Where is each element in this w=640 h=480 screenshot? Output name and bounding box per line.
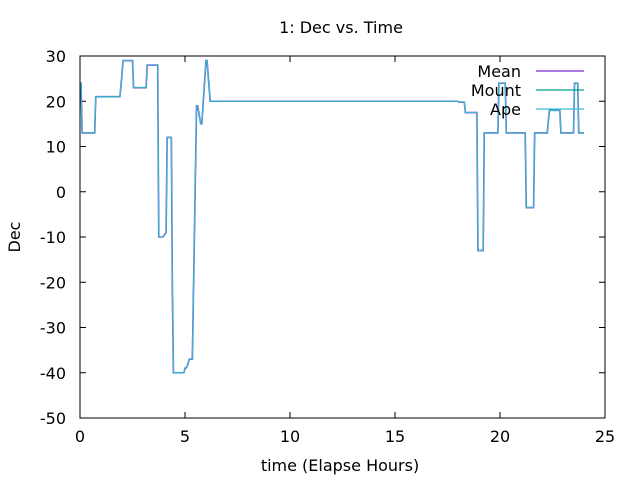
y-tick-label: -50 — [40, 409, 66, 428]
y-tick-label: 0 — [56, 183, 66, 202]
y-tick-label: -20 — [40, 273, 66, 292]
x-tick-label: 5 — [180, 427, 190, 446]
x-tick-label: 20 — [490, 427, 510, 446]
y-tick-label: -30 — [40, 319, 66, 338]
plot-frame — [79, 55, 606, 419]
y-tick-label: 10 — [46, 138, 66, 157]
x-tick-label: 10 — [280, 427, 300, 446]
y-axis-label: Dec — [5, 222, 24, 253]
x-axis-label: time (Elapse Hours) — [261, 456, 419, 475]
chart-title: 1: Dec vs. Time — [279, 18, 403, 37]
legend-label-mean: Mean — [477, 62, 521, 81]
y-tick-label: 30 — [46, 47, 66, 66]
legend-label-ape: Ape — [490, 100, 521, 119]
x-tick-label: 15 — [385, 427, 405, 446]
y-tick-label: 20 — [46, 92, 66, 111]
y-tick-label: -10 — [40, 228, 66, 247]
series-lines — [80, 59, 584, 374]
axis-ticks: 0 5 10 15 20 25 -50 -40 -30 -20 -10 0 10 20 30 — [40, 47, 615, 446]
x-tick-label: 25 — [595, 427, 615, 446]
legend-label-mount: Mount — [471, 81, 521, 100]
x-tick-label: 0 — [75, 427, 85, 446]
series-line-ape — [80, 60, 584, 374]
y-tick-label: -40 — [40, 364, 66, 383]
